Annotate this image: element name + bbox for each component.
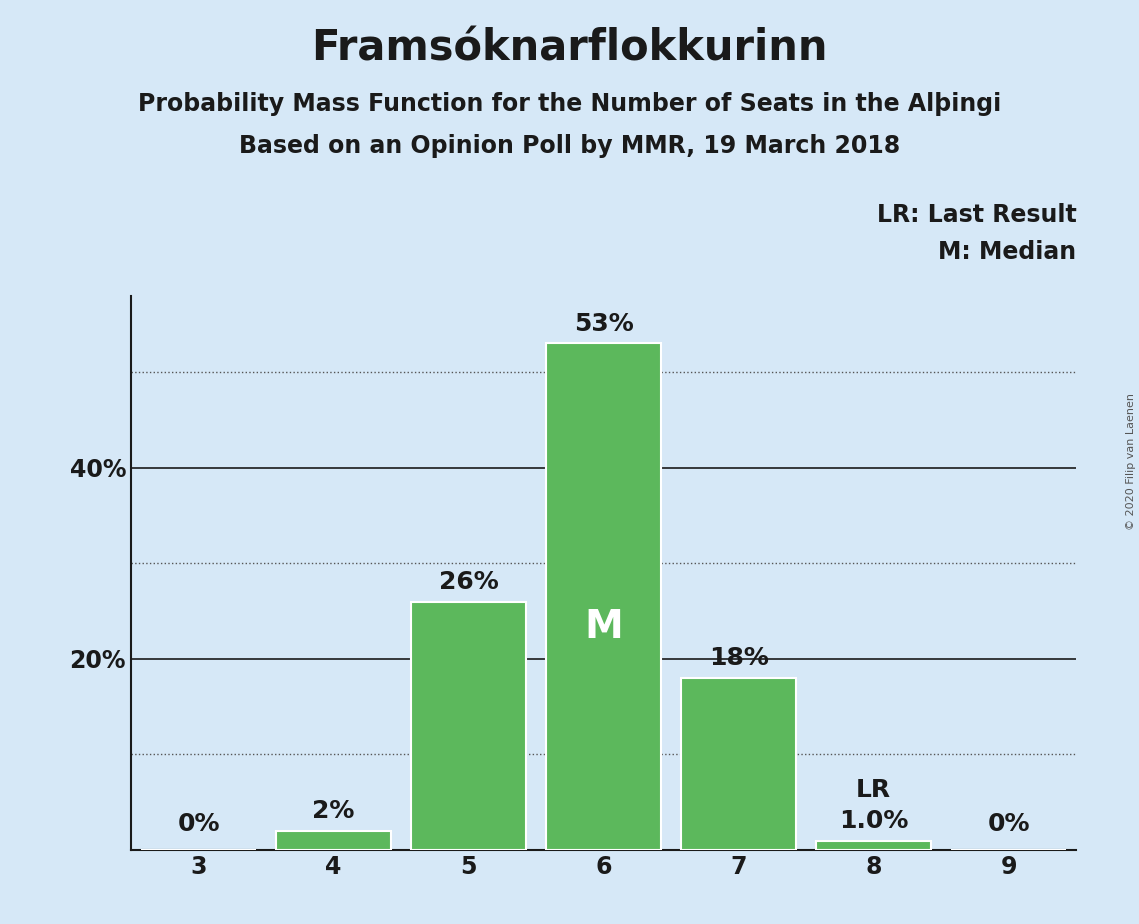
Text: M: M <box>584 608 623 646</box>
Text: 0%: 0% <box>178 812 220 835</box>
Text: Framsóknarflokkurinn: Framsóknarflokkurinn <box>311 28 828 69</box>
Text: 53%: 53% <box>574 311 633 335</box>
Text: 18%: 18% <box>708 647 769 671</box>
Bar <box>817 841 932 850</box>
Text: Probability Mass Function for the Number of Seats in the Alþingi: Probability Mass Function for the Number… <box>138 92 1001 116</box>
Bar <box>681 678 796 850</box>
Text: 0%: 0% <box>988 812 1030 835</box>
Text: © 2020 Filip van Laenen: © 2020 Filip van Laenen <box>1126 394 1136 530</box>
Bar <box>276 831 391 850</box>
Text: 26%: 26% <box>439 570 499 594</box>
Bar <box>411 602 526 850</box>
Text: 1.0%: 1.0% <box>839 808 909 833</box>
Bar <box>547 344 661 850</box>
Text: LR: LR <box>857 778 892 802</box>
Text: Based on an Opinion Poll by MMR, 19 March 2018: Based on an Opinion Poll by MMR, 19 Marc… <box>239 134 900 158</box>
Text: 2%: 2% <box>312 799 354 823</box>
Text: M: Median: M: Median <box>939 240 1076 264</box>
Text: LR: Last Result: LR: Last Result <box>877 203 1076 227</box>
